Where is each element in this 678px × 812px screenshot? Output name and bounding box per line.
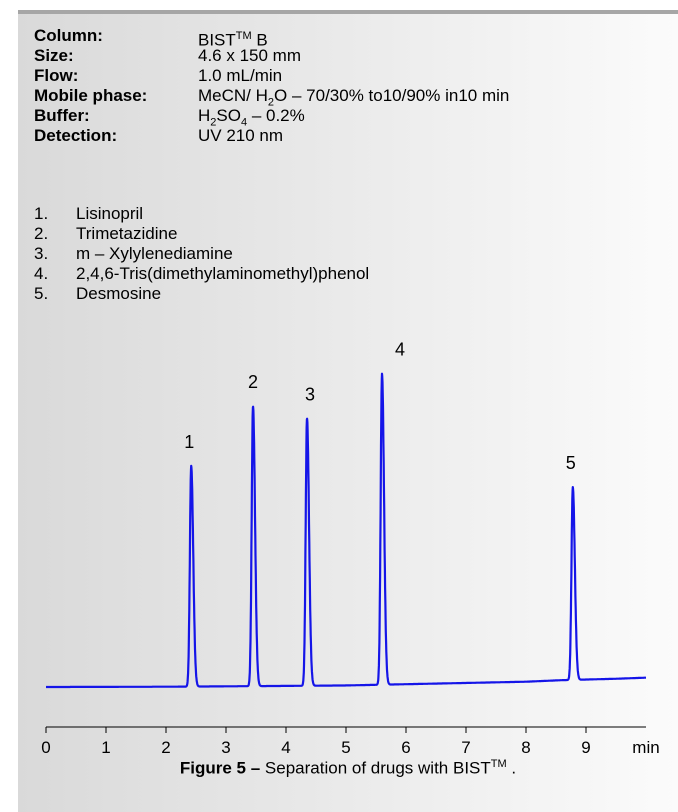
x-tick-label: 0	[41, 738, 50, 757]
peak-label: 3	[305, 384, 315, 404]
peak-label: 4	[395, 340, 405, 360]
condition-value: UV 210 nm	[198, 126, 284, 145]
x-tick-label: 8	[521, 738, 530, 757]
condition-detection: Detection: UV 210 nm	[34, 126, 509, 146]
peak-label: 5	[566, 453, 576, 473]
x-tick-label: 3	[221, 738, 230, 757]
condition-value: 4.6 x 150 mm	[198, 46, 301, 65]
x-tick-label: 2	[161, 738, 170, 757]
list-item: 4. 2,4,6-Tris(dimethylaminomethyl)phenol	[34, 264, 370, 283]
condition-label: Column:	[34, 26, 103, 45]
chromatogram-trace	[45, 372, 647, 689]
condition-label: Detection:	[34, 126, 118, 145]
list-item: 5. Desmosine	[34, 284, 162, 303]
condition-value: 1.0 mL/min	[198, 66, 283, 85]
condition-size: Size: 4.6 x 150 mm	[34, 46, 509, 66]
x-tick-label: 1	[101, 738, 110, 757]
condition-value: H2SO4 – 0.2%	[198, 106, 305, 129]
x-tick-label: 7	[461, 738, 470, 757]
condition-column: Column: BISTTM B	[34, 26, 509, 50]
condition-value: MeCN/ H2O – 70/30% to10/90% in10 min	[198, 86, 510, 109]
x-tick-label: 5	[341, 738, 350, 757]
compound-list: 1. Lisinopril 2. Trimetazidine 3. m – Xylyl…	[34, 204, 369, 304]
condition-value: BISTTM B	[198, 30, 268, 50]
chromatogram-chart: 0 1 2 3 4 5 6 7 8 9 min 1 2 3 4 5	[41, 340, 659, 757]
figure-caption: Figure 5 – Separation of drugs with BIST…	[179, 758, 517, 778]
condition-label: Buffer:	[34, 106, 90, 125]
list-item: 3. m – Xylylenediamine	[34, 244, 233, 263]
x-tick-label: 9	[581, 738, 590, 757]
condition-label: Flow:	[34, 66, 79, 85]
list-item: 2. Trimetazidine	[34, 224, 178, 243]
x-axis-unit-label: min	[632, 738, 659, 757]
x-tick-label: 4	[281, 738, 290, 757]
condition-flow: Flow: 1.0 mL/min	[34, 66, 509, 86]
condition-buffer: Buffer: H2SO4 – 0.2%	[34, 106, 509, 129]
peak-label: 1	[184, 432, 194, 452]
conditions-block: Column: BISTTM B Size: 4.6 x 150 mm Flow…	[34, 26, 509, 146]
x-tick-label: 6	[401, 738, 410, 757]
condition-label: Size:	[34, 46, 74, 65]
condition-mobile-phase: Mobile phase: MeCN/ H2O – 70/30% to10/90…	[34, 86, 510, 109]
figure-panel: Column: BISTTM B Size: 4.6 x 150 mm Flow…	[18, 10, 678, 812]
condition-label: Mobile phase:	[34, 86, 148, 105]
list-item: 1. Lisinopril	[34, 204, 144, 223]
peak-label: 2	[248, 372, 258, 392]
